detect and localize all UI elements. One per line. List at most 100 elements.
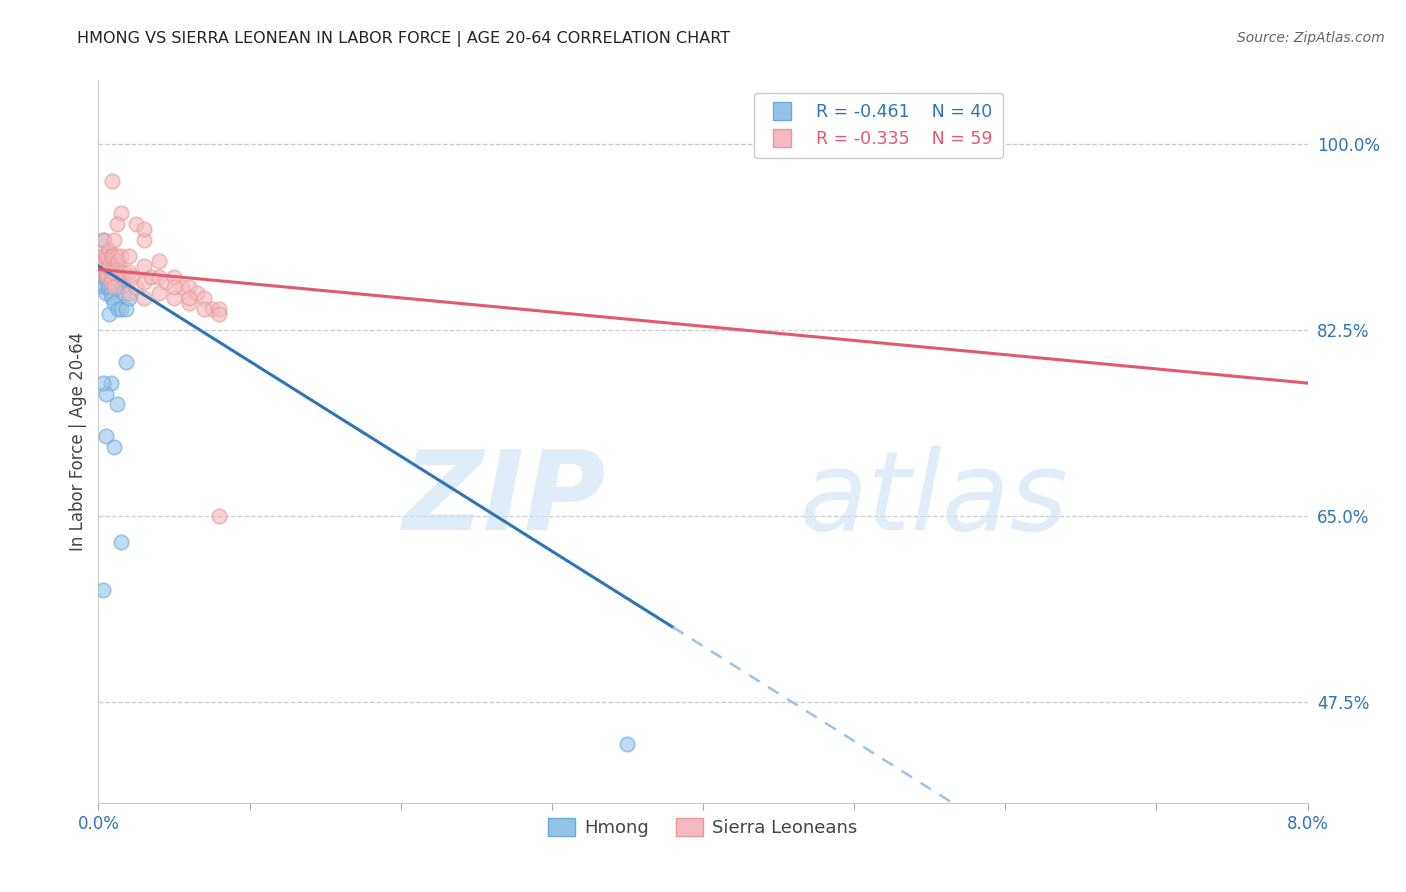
Point — [132, 291, 155, 305]
Point — [94, 264, 117, 278]
Point — [163, 280, 186, 294]
Point — [118, 264, 141, 278]
Point — [170, 280, 193, 294]
Point — [141, 269, 163, 284]
Point — [98, 259, 121, 273]
Point — [148, 285, 170, 300]
Point — [118, 291, 141, 305]
Point — [101, 174, 124, 188]
Point — [110, 206, 132, 220]
Point — [103, 233, 125, 247]
Point — [91, 583, 114, 598]
Point — [111, 285, 134, 300]
Point — [132, 275, 155, 289]
Point — [148, 269, 170, 284]
Point — [100, 376, 122, 390]
Point — [155, 275, 177, 289]
Point — [100, 285, 122, 300]
Point — [98, 249, 121, 263]
Point — [148, 254, 170, 268]
Point — [107, 254, 129, 268]
Point — [616, 737, 638, 751]
Point — [105, 249, 128, 263]
Point — [91, 233, 114, 247]
Point — [163, 269, 186, 284]
Point — [94, 269, 117, 284]
Point — [91, 264, 114, 278]
Point — [90, 264, 112, 278]
Point — [132, 222, 155, 236]
Point — [96, 259, 118, 273]
Point — [93, 280, 115, 294]
Point — [125, 217, 148, 231]
Point — [110, 275, 132, 289]
Text: ZIP: ZIP — [402, 446, 606, 553]
Point — [163, 291, 186, 305]
Point — [101, 264, 124, 278]
Point — [100, 249, 122, 263]
Point — [132, 233, 155, 247]
Point — [98, 244, 121, 258]
Point — [132, 259, 155, 273]
Point — [98, 264, 121, 278]
Point — [114, 301, 136, 316]
Point — [107, 280, 129, 294]
Point — [112, 264, 135, 278]
Point — [193, 291, 215, 305]
Legend: Hmong, Sierra Leoneans: Hmong, Sierra Leoneans — [541, 811, 865, 845]
Point — [103, 280, 125, 294]
Point — [96, 249, 118, 263]
Point — [103, 440, 125, 454]
Point — [105, 269, 128, 284]
Point — [105, 397, 128, 411]
Point — [93, 269, 115, 284]
Point — [103, 264, 125, 278]
Point — [91, 376, 114, 390]
Point — [103, 264, 125, 278]
Point — [98, 280, 121, 294]
Point — [103, 280, 125, 294]
Point — [121, 269, 143, 284]
Text: HMONG VS SIERRA LEONEAN IN LABOR FORCE | AGE 20-64 CORRELATION CHART: HMONG VS SIERRA LEONEAN IN LABOR FORCE |… — [77, 31, 731, 47]
Point — [93, 233, 115, 247]
Point — [208, 307, 231, 321]
Text: Source: ZipAtlas.com: Source: ZipAtlas.com — [1237, 31, 1385, 45]
Point — [96, 269, 118, 284]
Point — [96, 280, 118, 294]
Point — [110, 301, 132, 316]
Point — [193, 301, 215, 316]
Point — [94, 285, 117, 300]
Point — [179, 291, 201, 305]
Point — [103, 296, 125, 310]
Point — [201, 301, 224, 316]
Point — [108, 264, 131, 278]
Point — [100, 264, 122, 278]
Point — [118, 249, 141, 263]
Point — [90, 249, 112, 263]
Point — [100, 275, 122, 289]
Point — [96, 269, 118, 284]
Point — [94, 249, 117, 263]
Point — [179, 296, 201, 310]
Point — [125, 280, 148, 294]
Point — [110, 249, 132, 263]
Point — [98, 307, 121, 321]
Point — [93, 254, 115, 268]
Point — [91, 249, 114, 263]
Point — [94, 386, 117, 401]
Point — [90, 259, 112, 273]
Point — [101, 249, 124, 263]
Point — [94, 249, 117, 263]
Point — [101, 269, 124, 284]
Point — [186, 285, 208, 300]
Text: atlas: atlas — [800, 446, 1069, 553]
Point — [111, 269, 134, 284]
Y-axis label: In Labor Force | Age 20-64: In Labor Force | Age 20-64 — [69, 332, 87, 551]
Point — [105, 217, 128, 231]
Point — [101, 291, 124, 305]
Point — [179, 280, 201, 294]
Point — [114, 355, 136, 369]
Point — [208, 508, 231, 523]
Point — [107, 301, 129, 316]
Point — [110, 535, 132, 549]
